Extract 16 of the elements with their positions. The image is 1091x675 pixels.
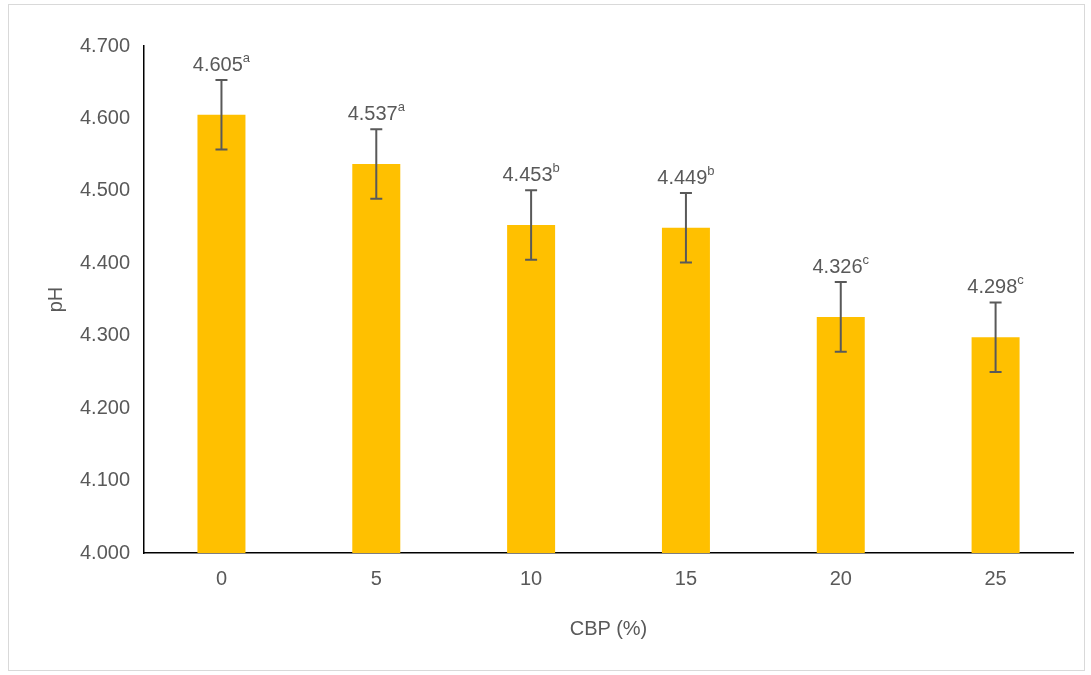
x-axis-title: CBP (%) [569,616,648,639]
y-tick-label: 4.300 [79,323,131,346]
x-tick-label: 10 [519,566,543,589]
x-tick-label: 20 [829,566,852,589]
y-tick-label: 4.000 [79,540,131,563]
y-tick-label: 4.200 [79,395,131,418]
y-tick-label: 4.700 [79,33,131,56]
x-tick-label: 25 [984,566,1007,589]
x-tick-label: 15 [674,566,698,589]
x-tick-label: 5 [370,566,382,589]
y-tick-label: 4.100 [79,468,131,491]
y-tick-label: 4.600 [79,105,131,128]
x-tick-label: 0 [215,566,228,589]
y-tick-label: 4.400 [79,250,131,273]
y-tick-label: 4.500 [79,178,131,201]
y-axis-title: pH [43,286,66,313]
